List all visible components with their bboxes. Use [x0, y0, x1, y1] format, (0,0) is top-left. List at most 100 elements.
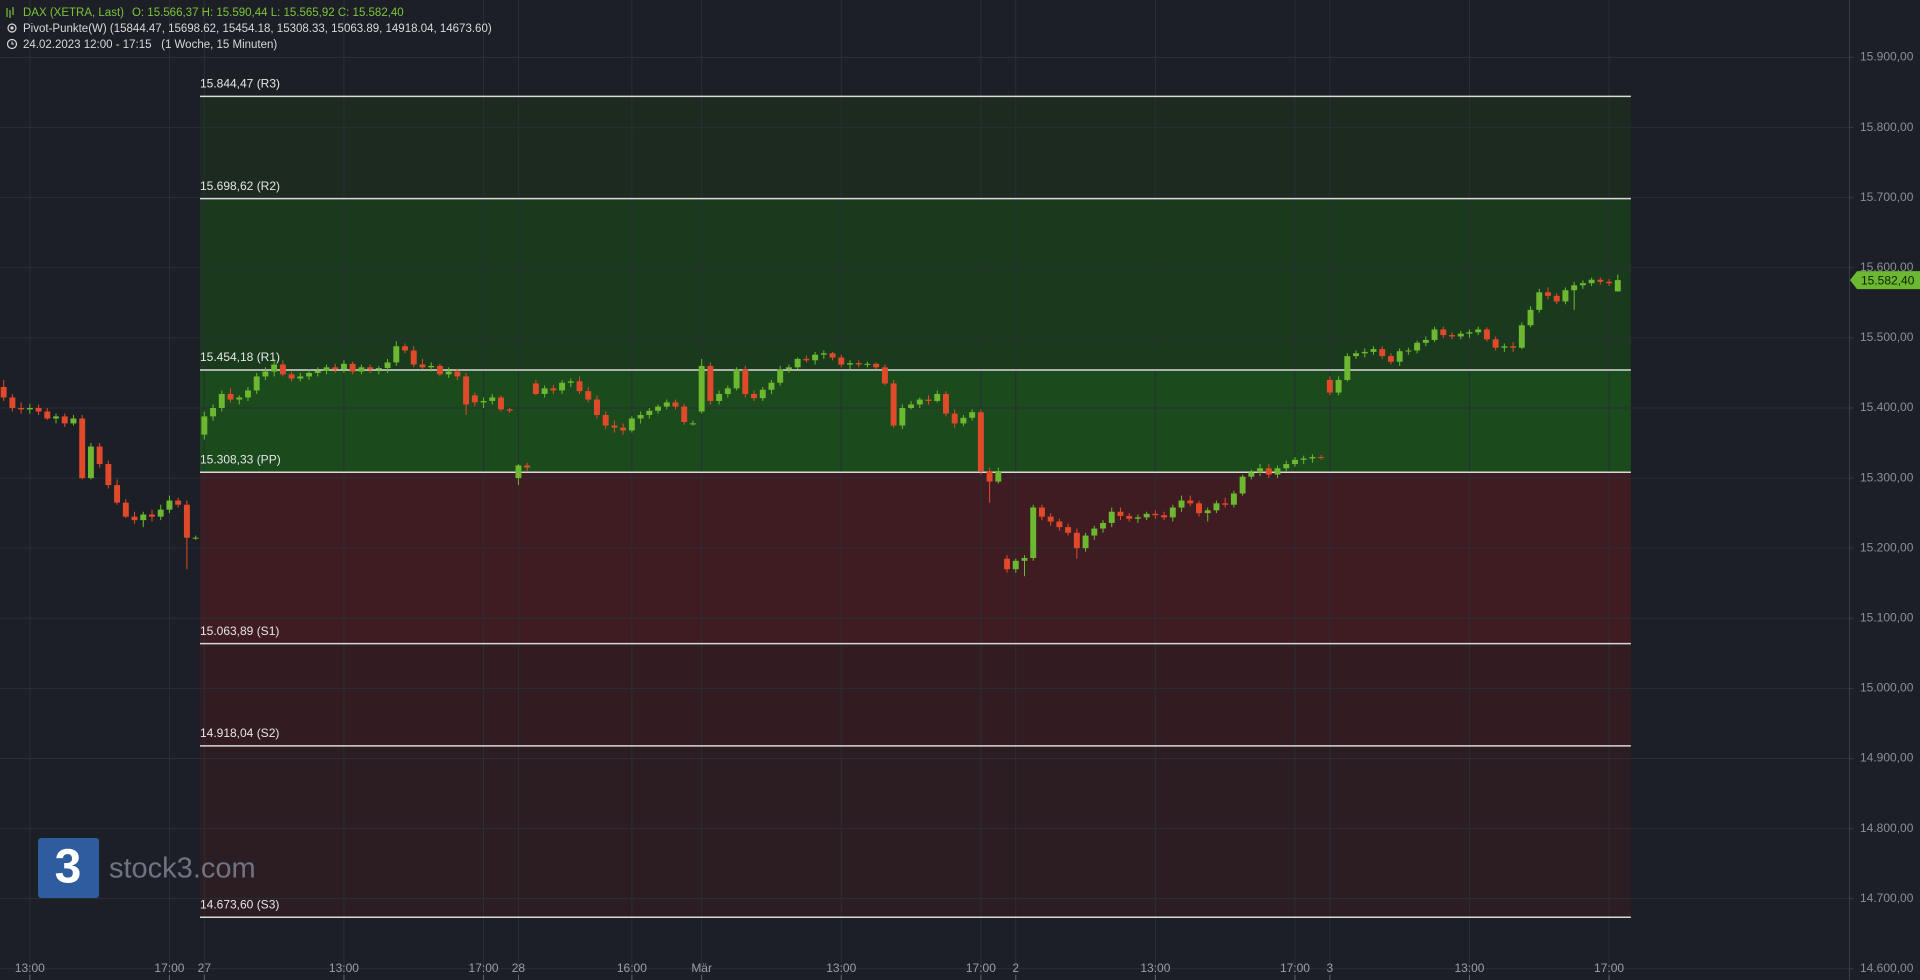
candle-body: [1126, 515, 1133, 519]
candle-body: [480, 400, 487, 403]
candle-body: [122, 502, 129, 517]
candle-body: [1571, 285, 1578, 291]
candle-body: [244, 390, 251, 398]
header: DAX (XETRA, Last) O: 15.566,37 H: 15.590…: [6, 7, 492, 51]
candle-body: [253, 376, 260, 391]
candle-body: [890, 383, 897, 426]
candle-body: [593, 399, 600, 415]
candle-body: [140, 514, 147, 521]
pivot-label: 15.308,33 (PP): [200, 452, 281, 466]
candle-body: [681, 406, 688, 423]
grid: [0, 0, 1849, 980]
candle-body: [689, 423, 696, 425]
candle-body: [812, 354, 819, 361]
candle-body: [1536, 292, 1543, 310]
candle-body: [707, 365, 714, 401]
candle-body: [515, 465, 522, 479]
watermark: 3 stock3.com: [38, 838, 256, 898]
candle-body: [785, 367, 792, 370]
candle-body: [1579, 283, 1586, 286]
y-tick-label: 14.800,00: [1860, 821, 1914, 835]
x-tick-label: 17:00: [1280, 961, 1310, 975]
candle-body: [1475, 329, 1482, 333]
candle-body: [637, 414, 644, 419]
candle-body: [131, 516, 138, 521]
candle-body: [1370, 349, 1377, 352]
candle-body: [524, 465, 531, 468]
candle-body: [969, 412, 976, 418]
x-tick-label: 27: [198, 961, 212, 975]
candle-body: [1056, 521, 1063, 528]
candle-body: [0, 386, 7, 398]
candle-body: [1335, 379, 1342, 393]
candle-body: [1230, 493, 1237, 505]
candle-body: [1318, 457, 1325, 459]
candle-body: [724, 388, 731, 394]
candle-body: [489, 397, 496, 401]
candle-body: [506, 409, 513, 411]
pivot-label: 15.698,62 (R2): [200, 179, 280, 193]
candle-body: [794, 358, 801, 368]
x-tick-label: 13:00: [1454, 961, 1484, 975]
candle-body: [1065, 527, 1072, 533]
candle-body: [410, 350, 417, 365]
candle-body: [1169, 507, 1176, 518]
candle-body: [541, 388, 548, 394]
candle-body: [1091, 528, 1098, 536]
candle-body: [1100, 522, 1106, 529]
candle-body: [847, 363, 853, 365]
candle-body: [44, 411, 51, 419]
candle-body: [79, 418, 86, 479]
instrument: DAX (XETRA, Last): [23, 7, 124, 19]
candle-body: [864, 363, 871, 365]
candle-body: [210, 407, 217, 417]
candle-body: [175, 500, 182, 505]
x-tick-label: 17:00: [1594, 961, 1624, 975]
candle-body: [9, 397, 16, 408]
candle-body: [1187, 500, 1194, 504]
candle-body: [899, 407, 906, 426]
candles: [0, 274, 1621, 577]
candle-body: [829, 353, 836, 358]
candle-body: [157, 509, 164, 517]
indicator: Pivot-Punkte(W) (15844.47, 15698.62, 154…: [23, 23, 492, 35]
candle-body: [550, 388, 557, 391]
candle-body: [1213, 503, 1220, 511]
candle-body: [471, 395, 478, 403]
pivot-label: 15.454,18 (R1): [200, 350, 280, 364]
candle-body: [375, 368, 382, 370]
x-tick-label: 2: [1012, 961, 1019, 975]
candle-body: [1396, 351, 1403, 362]
candle-body: [559, 382, 566, 391]
candle-body: [1222, 503, 1229, 505]
candle-body: [218, 393, 225, 408]
candle-body: [323, 367, 330, 371]
candle-body: [628, 418, 635, 431]
candle-body: [916, 399, 923, 405]
candle-body: [183, 504, 190, 538]
candle-body: [1082, 535, 1089, 549]
candle-body: [340, 363, 347, 370]
x-tick-label: 16:00: [617, 961, 647, 975]
y-tick-label: 15.900,00: [1860, 50, 1914, 64]
candle-body: [1510, 346, 1517, 348]
candle-body: [358, 367, 365, 372]
candle-body: [61, 416, 68, 424]
candle-body: [1265, 468, 1272, 475]
x-tick-label: 17:00: [469, 961, 499, 975]
period: 24.02.2023 12:00 - 17:15 (1 Woche, 15 Mi…: [23, 39, 277, 51]
candle-body: [1387, 356, 1394, 362]
candle-body: [349, 363, 356, 372]
indicator-icon-dot: [10, 26, 14, 30]
indicator-icon: [7, 23, 17, 33]
candle-body: [454, 371, 461, 377]
candle-body: [672, 402, 679, 407]
candle-body: [332, 367, 339, 370]
candle-body: [445, 371, 452, 375]
candle-body: [1012, 560, 1019, 570]
candle-body: [306, 372, 313, 377]
candle-body: [1431, 329, 1438, 340]
candle-body: [881, 367, 888, 384]
candle-body: [567, 381, 574, 383]
candle-body: [716, 393, 723, 401]
